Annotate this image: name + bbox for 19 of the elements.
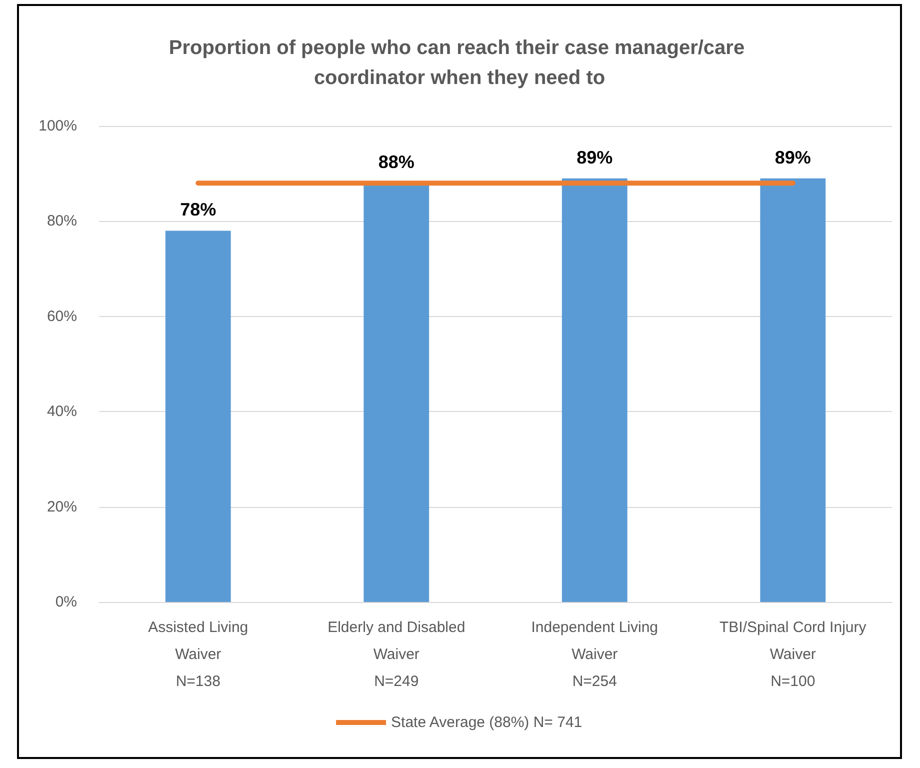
data-label: 78% [180,200,216,220]
x-tick-label: Assisted Living Waiver N=138 [148,619,248,690]
data-label: 89% [576,147,613,168]
y-tick-label: 40% [46,403,77,420]
legend-label: State Average (88%) N= 741 [391,714,582,731]
y-tick-label: 0% [55,594,77,610]
y-tick-label: 60% [46,308,77,325]
data-label: 88% [378,152,414,172]
y-tick-label: 100% [38,118,77,134]
bar [562,178,628,602]
x-tick-label: Independent Living Waiver N=254 [531,619,658,690]
chart-title: Proportion of people who can reach their case manager/care coordinator when they need to [168,37,750,89]
y-tick-label: 80% [46,212,77,230]
y-tick-label: 20% [46,498,77,516]
x-tick-label: Elderly and Disabled Waiver N=249 [328,619,466,690]
bar [760,178,826,602]
x-tick-label: TBI/Spinal Cord Injury Waiver N=100 [720,619,867,690]
bar [165,230,231,602]
data-label: 89% [774,147,811,168]
